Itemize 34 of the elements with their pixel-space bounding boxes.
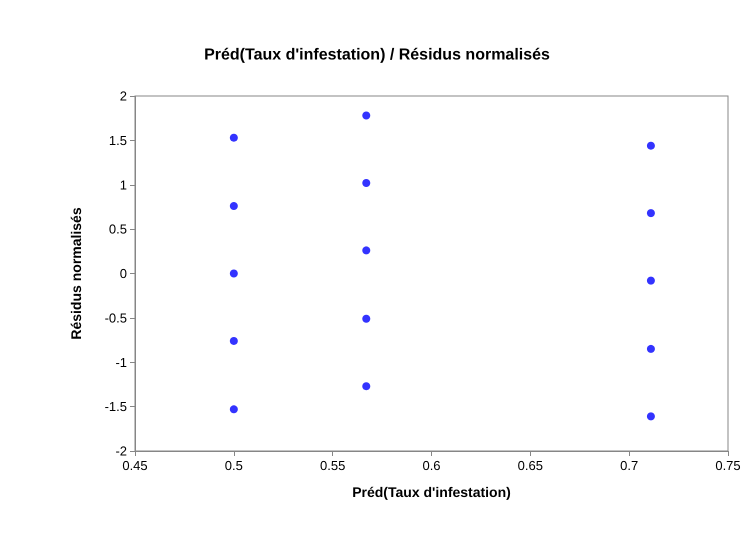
point <box>230 202 238 210</box>
point <box>646 276 655 285</box>
y-tick-label: -1.5 <box>104 399 127 414</box>
point <box>646 142 655 150</box>
point <box>646 344 655 353</box>
x-tick-label: 0.75 <box>715 458 741 473</box>
x-axis-title: Préd(Taux d'infestation) <box>352 484 511 500</box>
x-tick-label: 0.7 <box>620 458 638 473</box>
y-axis-title: Résidus normalisés <box>68 207 84 340</box>
point <box>230 405 238 414</box>
point <box>362 112 370 120</box>
point <box>230 134 238 142</box>
point <box>362 178 370 187</box>
x-tick-label: 0.55 <box>320 458 346 473</box>
y-tick-label: 2 <box>120 88 127 104</box>
y-tick-label: 0 <box>120 266 127 281</box>
point <box>646 209 655 218</box>
chart-title: Préd(Taux d'infestation) / Résidus normalisés <box>204 46 550 64</box>
y-tick-label: 1 <box>120 177 127 192</box>
y-tick-label: -0.5 <box>104 310 127 326</box>
x-tick-label: 0.5 <box>224 458 243 473</box>
y-tick-label: -1 <box>115 354 127 370</box>
point <box>230 270 238 278</box>
x-tick-label: 0.45 <box>122 458 148 473</box>
y-tick-label: 1.5 <box>108 132 127 148</box>
x-tick-label: 0.6 <box>422 458 441 473</box>
point <box>230 336 238 345</box>
x-tick-label: 0.65 <box>518 458 543 473</box>
point <box>362 382 370 390</box>
point <box>646 412 655 420</box>
point <box>362 246 370 254</box>
point <box>362 314 370 323</box>
y-tick-label: -2 <box>115 444 127 458</box>
y-tick-label: 0.5 <box>108 222 127 237</box>
